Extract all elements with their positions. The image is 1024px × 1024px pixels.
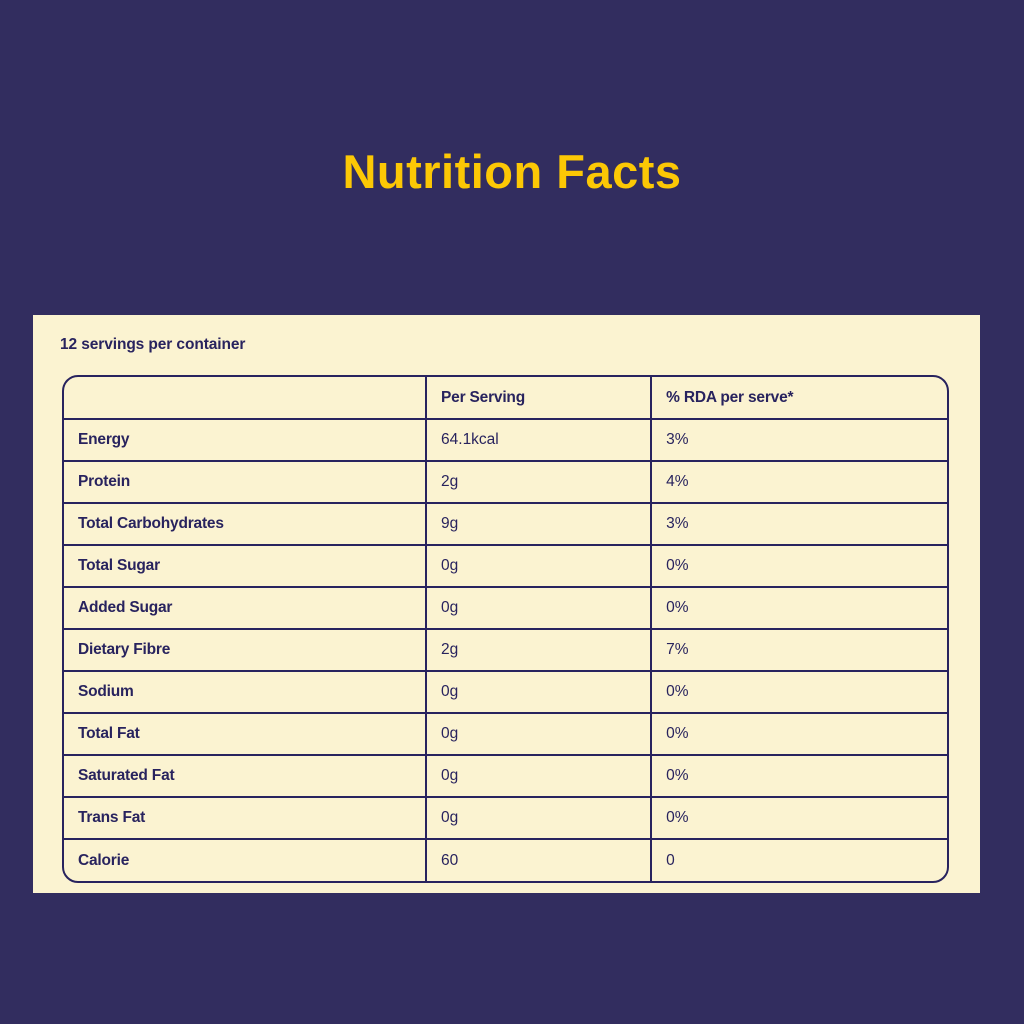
header-nutrient (64, 377, 428, 420)
row-per-serving: 0g (426, 545, 653, 588)
table-row: Energy 64.1kcal 3% (64, 419, 947, 462)
row-per-serving: 9g (426, 503, 653, 546)
table-row: Protein 2g 4% (64, 461, 947, 504)
row-per-serving: 2g (426, 461, 653, 504)
table-row: Total Carbohydrates 9g 3% (64, 503, 947, 546)
header-per-serving: Per Serving (426, 377, 653, 420)
table-header-row: Per Serving % RDA per serve* (64, 377, 947, 420)
page-title: Nutrition Facts (342, 145, 682, 198)
row-label: Added Sugar (64, 587, 428, 630)
row-label: Dietary Fibre (64, 629, 428, 672)
row-per-serving: 0g (426, 587, 653, 630)
row-label: Calorie (64, 839, 428, 881)
row-label: Protein (64, 461, 428, 504)
row-label: Total Fat (64, 713, 428, 756)
row-rda: 0% (651, 713, 947, 756)
table-row: Sodium 0g 0% (64, 671, 947, 714)
header-rda: % RDA per serve* (651, 377, 947, 420)
row-per-serving: 60 (426, 839, 653, 881)
table-row: Saturated Fat 0g 0% (64, 755, 947, 798)
row-rda: 3% (651, 419, 947, 462)
servings-note: 12 servings per container (60, 336, 246, 353)
row-rda: 0% (651, 545, 947, 588)
row-rda: 3% (651, 503, 947, 546)
row-label: Total Sugar (64, 545, 428, 588)
row-label: Trans Fat (64, 797, 428, 840)
row-rda: 0 (666, 851, 675, 869)
row-label: Total Carbohydrates (64, 503, 428, 546)
nutrition-panel: 12 servings per container Per Serving % … (33, 315, 980, 893)
row-rda: 4% (651, 461, 947, 504)
row-label: Sodium (64, 671, 428, 714)
row-per-serving: 0g (426, 713, 653, 756)
row-rda: 0% (651, 755, 947, 798)
nutrition-table: Per Serving % RDA per serve* Energy 64.1… (62, 375, 949, 883)
row-per-serving: 2g (426, 629, 653, 672)
row-rda: 0% (651, 587, 947, 630)
table-row: Total Sugar 0g 0% (64, 545, 947, 588)
row-rda: 7% (651, 629, 947, 672)
table-row: Calorie 60 0 (64, 839, 947, 881)
table-row: Total Fat 0g 0% (64, 713, 947, 756)
row-per-serving: 64.1kcal (426, 419, 653, 462)
row-label: Energy (64, 419, 428, 462)
row-per-serving: 0g (426, 671, 653, 714)
table-row: Trans Fat 0g 0% (64, 797, 947, 840)
row-per-serving: 0g (426, 755, 653, 798)
row-per-serving: 0g (426, 797, 653, 840)
row-label: Saturated Fat (64, 755, 428, 798)
row-rda: 0% (651, 797, 947, 840)
table-row: Dietary Fibre 2g 7% (64, 629, 947, 672)
row-rda: 0% (651, 671, 947, 714)
table-row: Added Sugar 0g 0% (64, 587, 947, 630)
